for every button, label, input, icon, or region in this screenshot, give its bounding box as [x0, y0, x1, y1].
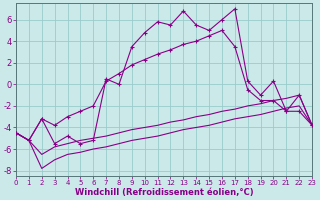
X-axis label: Windchill (Refroidissement éolien,°C): Windchill (Refroidissement éolien,°C)	[75, 188, 253, 197]
